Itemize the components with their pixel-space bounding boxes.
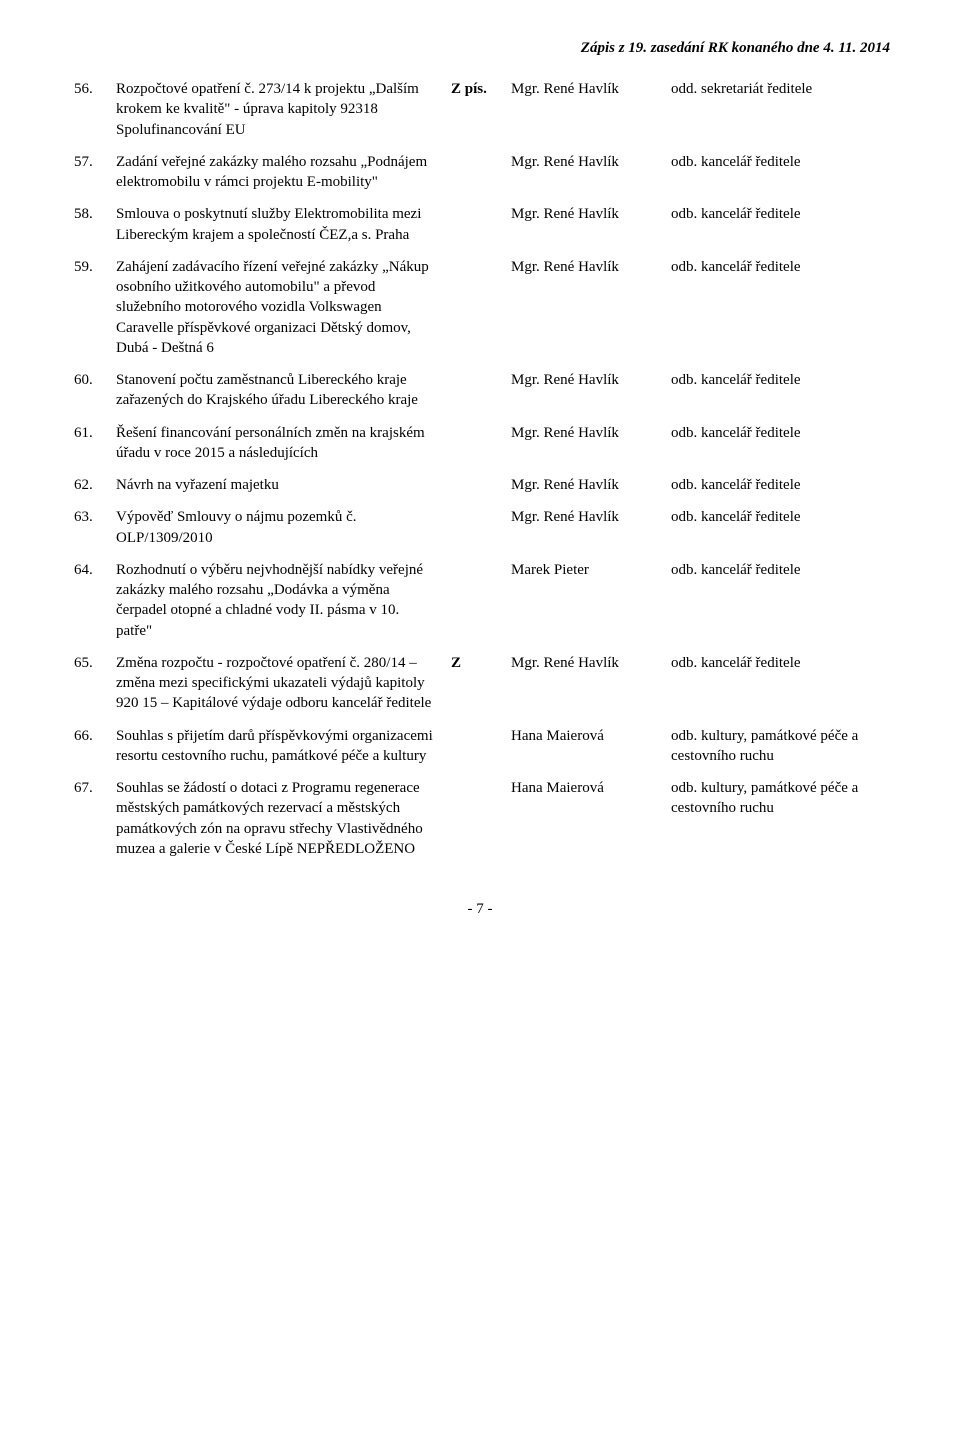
row-department: odb. kancelář ředitele: [667, 647, 890, 720]
row-department: odb. kultury, památkové péče a cestovníh…: [667, 720, 890, 773]
row-title: Smlouva o poskytnutí služby Elektromobil…: [112, 198, 447, 251]
page-header: Zápis z 19. zasedání RK konaného dne 4. …: [70, 40, 890, 57]
row-title: Rozhodnutí o výběru nejvhodnější nabídky…: [112, 554, 447, 647]
row-department: odb. kancelář ředitele: [667, 469, 890, 501]
row-number: 60.: [70, 364, 112, 417]
table-row: 63.Výpověď Smlouvy o nájmu pozemků č. OL…: [70, 501, 890, 554]
row-title: Návrh na vyřazení majetku: [112, 469, 447, 501]
row-title: Rozpočtové opatření č. 273/14 k projektu…: [112, 73, 447, 146]
table-row: 66.Souhlas s přijetím darů příspěvkovými…: [70, 720, 890, 773]
row-title: Souhlas s přijetím darů příspěvkovými or…: [112, 720, 447, 773]
row-title: Souhlas se žádostí o dotaci z Programu r…: [112, 772, 447, 865]
row-number: 61.: [70, 417, 112, 470]
row-title: Změna rozpočtu - rozpočtové opatření č. …: [112, 647, 447, 720]
table-row: 60.Stanovení počtu zaměstnanců Liberecké…: [70, 364, 890, 417]
row-mark: [447, 554, 507, 647]
row-department: odb. kancelář ředitele: [667, 251, 890, 364]
table-row: 65.Změna rozpočtu - rozpočtové opatření …: [70, 647, 890, 720]
row-title: Výpověď Smlouvy o nájmu pozemků č. OLP/1…: [112, 501, 447, 554]
row-mark: [447, 720, 507, 773]
row-number: 62.: [70, 469, 112, 501]
row-department: odb. kancelář ředitele: [667, 364, 890, 417]
row-mark: [447, 146, 507, 199]
page-number: - 7 -: [70, 901, 890, 918]
row-department: odd. sekretariát ředitele: [667, 73, 890, 146]
row-department: odb. kultury, památkové péče a cestovníh…: [667, 772, 890, 865]
row-person: Mgr. René Havlík: [507, 501, 667, 554]
row-mark: [447, 501, 507, 554]
row-mark: [447, 469, 507, 501]
agenda-table: 56.Rozpočtové opatření č. 273/14 k proje…: [70, 73, 890, 865]
table-row: 59.Zahájení zadávacího řízení veřejné za…: [70, 251, 890, 364]
row-number: 64.: [70, 554, 112, 647]
row-title: Zahájení zadávacího řízení veřejné zakáz…: [112, 251, 447, 364]
row-person: Hana Maierová: [507, 772, 667, 865]
row-number: 58.: [70, 198, 112, 251]
table-row: 56.Rozpočtové opatření č. 273/14 k proje…: [70, 73, 890, 146]
row-mark: [447, 251, 507, 364]
row-department: odb. kancelář ředitele: [667, 198, 890, 251]
row-number: 67.: [70, 772, 112, 865]
row-person: Mgr. René Havlík: [507, 73, 667, 146]
table-row: 61.Řešení financování personálních změn …: [70, 417, 890, 470]
row-mark: Z pís.: [447, 73, 507, 146]
row-title: Stanovení počtu zaměstnanců Libereckého …: [112, 364, 447, 417]
row-person: Marek Pieter: [507, 554, 667, 647]
row-number: 63.: [70, 501, 112, 554]
table-row: 58.Smlouva o poskytnutí služby Elektromo…: [70, 198, 890, 251]
row-person: Mgr. René Havlík: [507, 647, 667, 720]
row-person: Mgr. René Havlík: [507, 417, 667, 470]
row-person: Mgr. René Havlík: [507, 364, 667, 417]
row-department: odb. kancelář ředitele: [667, 554, 890, 647]
row-number: 65.: [70, 647, 112, 720]
row-mark: [447, 364, 507, 417]
table-row: 62.Návrh na vyřazení majetku Mgr. René Ha…: [70, 469, 890, 501]
table-row: 67.Souhlas se žádostí o dotaci z Program…: [70, 772, 890, 865]
row-title: Řešení financování personálních změn na …: [112, 417, 447, 470]
row-person: Mgr. René Havlík: [507, 146, 667, 199]
row-number: 66.: [70, 720, 112, 773]
row-person: Mgr. René Havlík: [507, 469, 667, 501]
row-number: 59.: [70, 251, 112, 364]
row-department: odb. kancelář ředitele: [667, 501, 890, 554]
table-row: 64.Rozhodnutí o výběru nejvhodnější nabí…: [70, 554, 890, 647]
table-row: 57.Zadání veřejné zakázky malého rozsahu…: [70, 146, 890, 199]
row-department: odb. kancelář ředitele: [667, 417, 890, 470]
row-mark: [447, 198, 507, 251]
row-number: 57.: [70, 146, 112, 199]
row-person: Hana Maierová: [507, 720, 667, 773]
row-title: Zadání veřejné zakázky malého rozsahu „P…: [112, 146, 447, 199]
row-mark: [447, 772, 507, 865]
row-mark: [447, 417, 507, 470]
row-person: Mgr. René Havlík: [507, 198, 667, 251]
row-number: 56.: [70, 73, 112, 146]
row-person: Mgr. René Havlík: [507, 251, 667, 364]
row-department: odb. kancelář ředitele: [667, 146, 890, 199]
row-mark: Z: [447, 647, 507, 720]
